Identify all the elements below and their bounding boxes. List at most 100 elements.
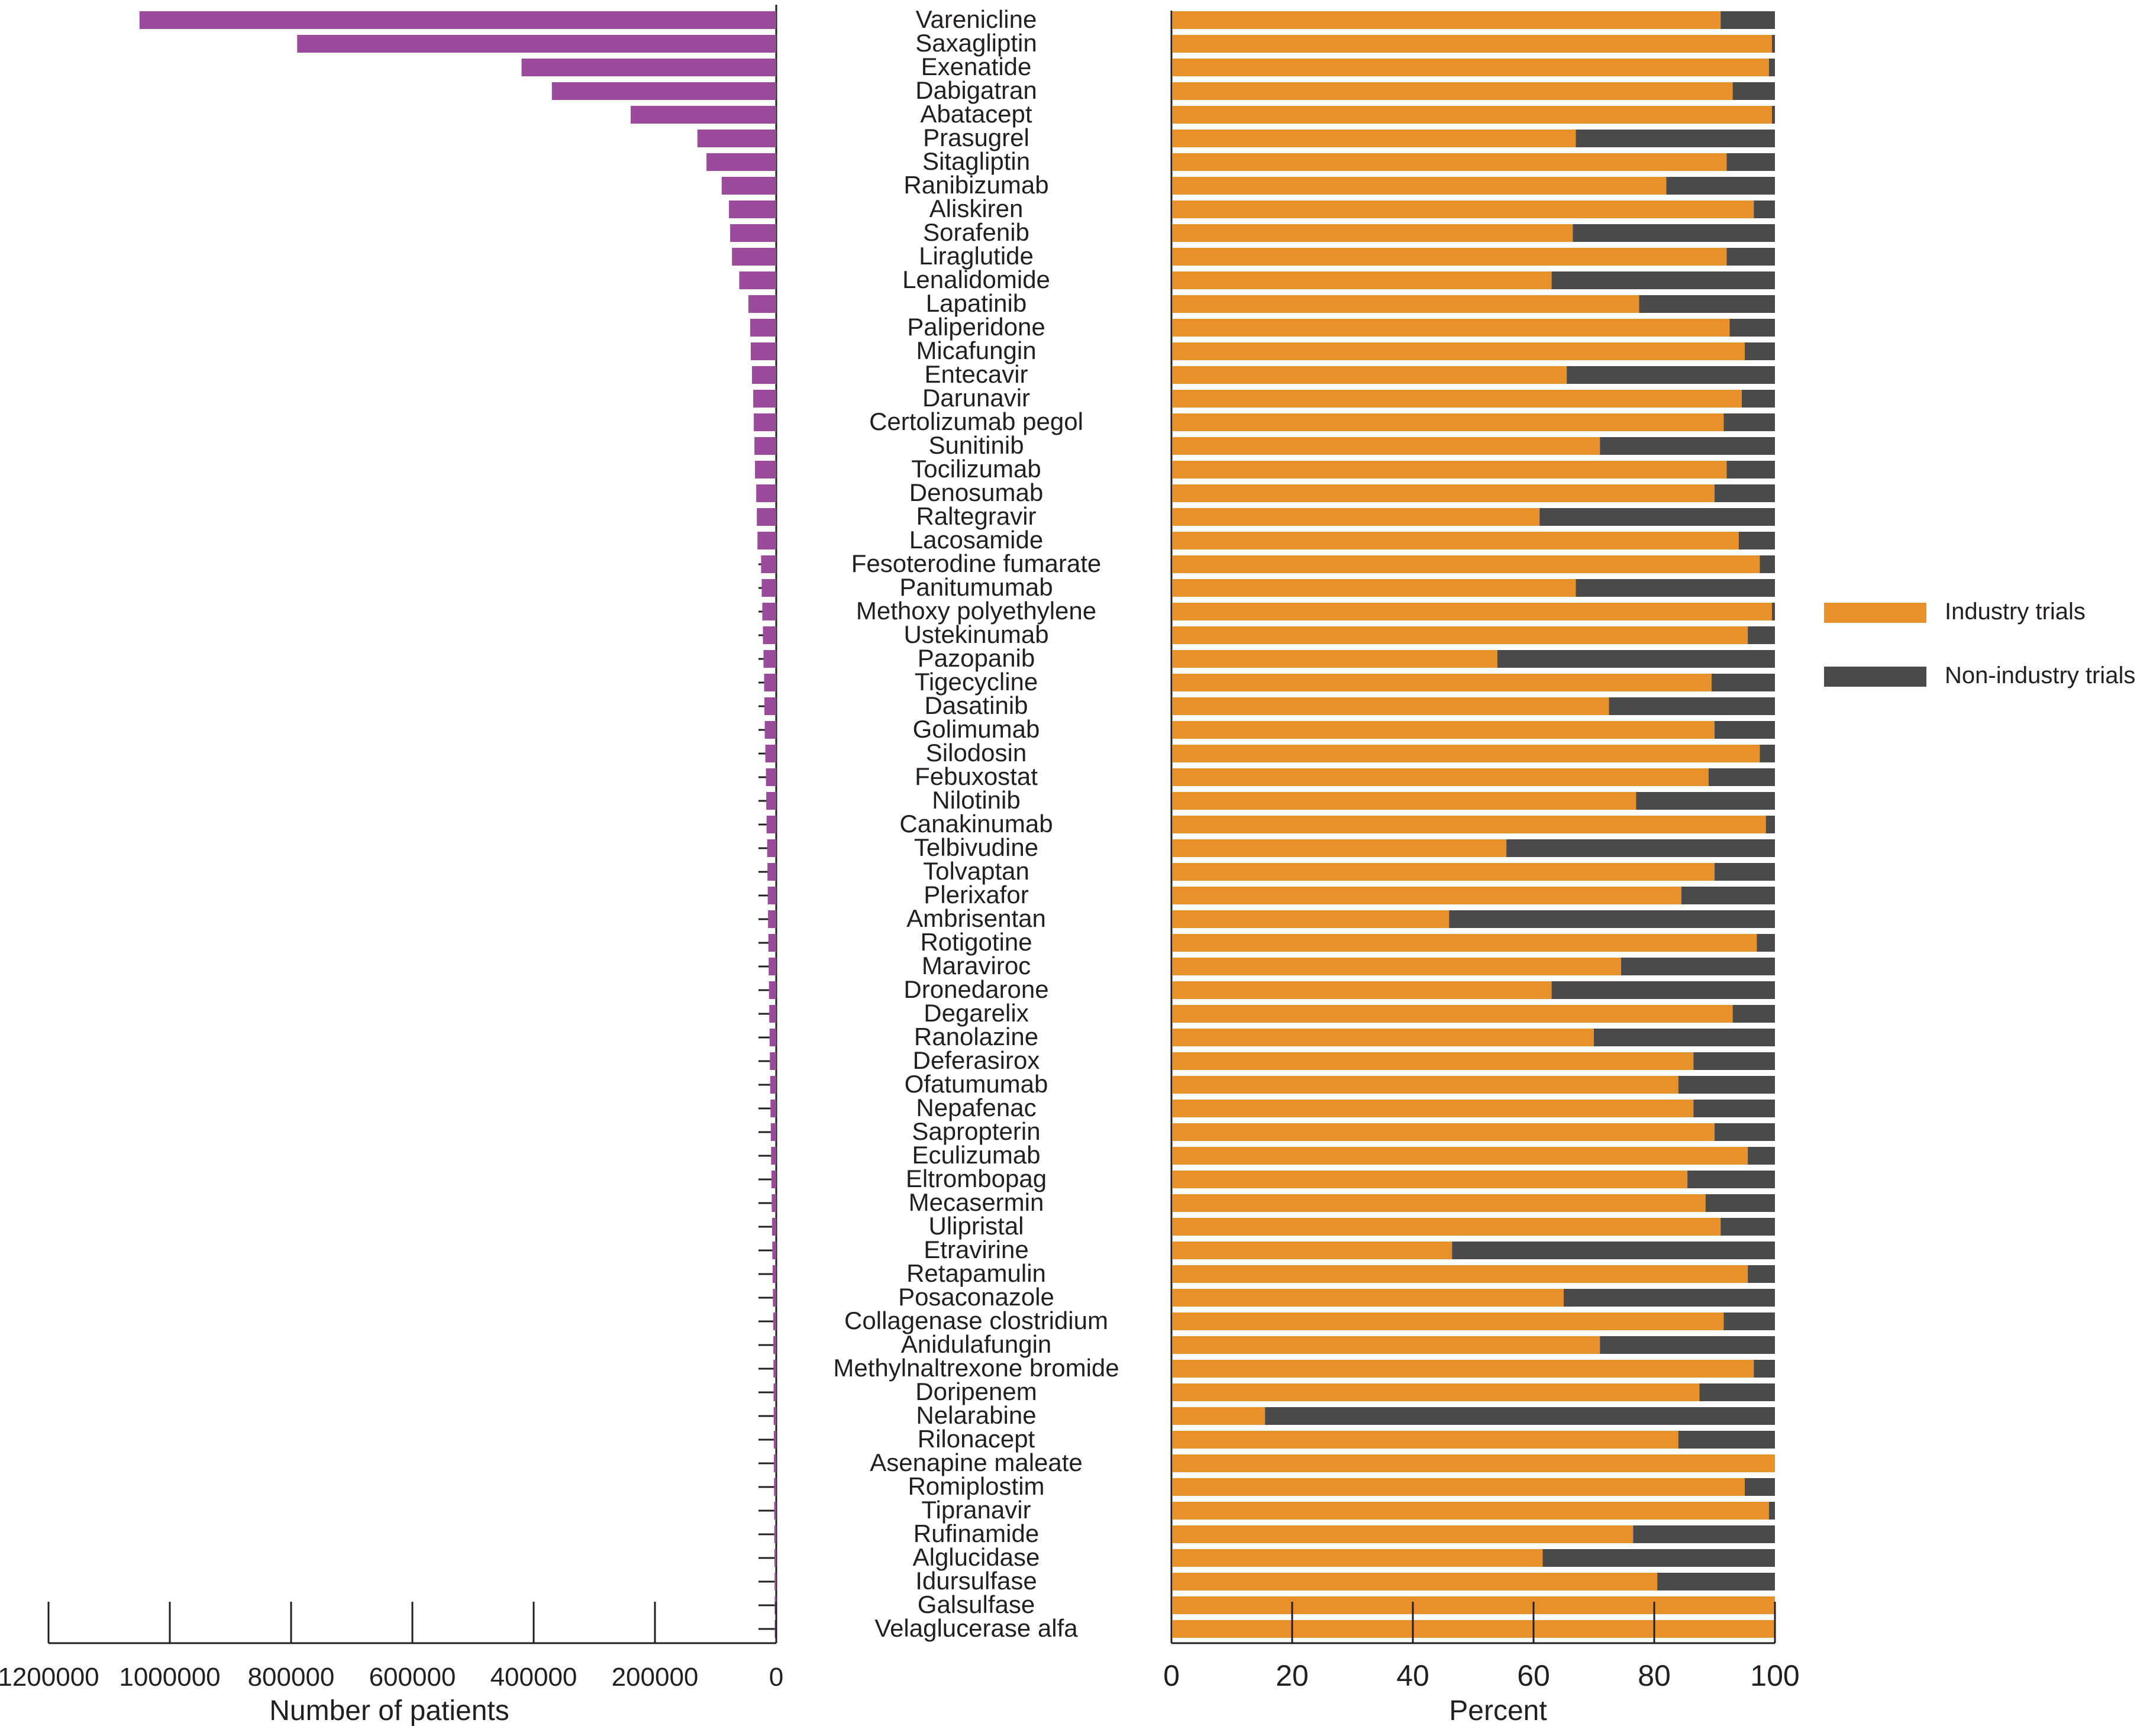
non-industry-bar-segment [1609, 697, 1775, 715]
industry-bar-segment [1173, 816, 1766, 833]
patients-bar [772, 1218, 776, 1236]
drug-labels: VareniclineSaxagliptinExenatideDabigatra… [833, 5, 1119, 1642]
industry-bar-segment [1173, 1265, 1748, 1283]
industry-bar-segment [1173, 1029, 1594, 1046]
drug-label: Alglucidase [913, 1543, 1040, 1571]
non-industry-bar-segment [1542, 1549, 1775, 1567]
patients-bar [757, 508, 776, 526]
industry-bar-segment [1173, 1147, 1748, 1165]
drug-label: Posaconazole [898, 1283, 1054, 1311]
drug-label: Collagenase clostridium [844, 1307, 1108, 1334]
non-industry-bar-segment [1693, 1100, 1775, 1117]
non-industry-bar-segment [1600, 1336, 1775, 1354]
industry-bar-segment [1173, 650, 1497, 668]
patients-bar [706, 153, 776, 171]
non-industry-bar-segment [1771, 603, 1775, 620]
industry-bar-segment [1173, 863, 1715, 881]
non-industry-bar-segment [1760, 555, 1775, 573]
patients-bar-panel: 0 200000 400000 600000 800000 1000000 1200000 N… [0, 5, 783, 1727]
patients-bar [770, 1100, 776, 1117]
patients-bar [766, 792, 776, 810]
left-x-tick-label: 400000 [490, 1663, 577, 1692]
patients-bar [766, 816, 776, 833]
industry-bar-segment [1173, 934, 1757, 952]
drug-label: Liraglutide [919, 242, 1034, 270]
industry-bar-segment [1173, 555, 1760, 573]
non-industry-bar-segment [1760, 745, 1775, 762]
non-industry-bar-segment [1506, 839, 1775, 857]
industry-bar-segment [1173, 579, 1576, 597]
patients-bar [763, 650, 776, 668]
industry-bar-segment [1173, 1360, 1754, 1378]
drug-label: Velaglucerase alfa [874, 1614, 1078, 1642]
drug-label: Nilotinib [932, 786, 1020, 814]
patients-bar [752, 366, 776, 384]
non-industry-bar-segment [1687, 1171, 1775, 1188]
drug-label: Golimumab [913, 715, 1040, 743]
non-industry-bar-segment [1768, 1502, 1775, 1520]
drug-label: Micafungin [916, 337, 1036, 364]
drug-label: Plerixafor [924, 881, 1028, 909]
patients-bar [697, 130, 776, 147]
industry-bar-segment [1173, 35, 1772, 53]
industry-bar-segment [1173, 1242, 1452, 1259]
patients-bar [739, 271, 776, 289]
patients-bar [773, 1336, 776, 1354]
non-industry-bar-segment [1551, 271, 1775, 289]
patients-bar [764, 721, 776, 739]
industry-bar-segment [1173, 1502, 1769, 1520]
drug-label: Maraviroc [922, 952, 1031, 979]
right-x-tick-label: 0 [1163, 1659, 1180, 1692]
non-industry-bar-segment [1708, 768, 1775, 786]
patients-bar [753, 390, 776, 408]
industry-bar-segment [1173, 603, 1772, 620]
non-industry-bar-segment [1693, 1052, 1775, 1070]
drug-label: Dabigatran [915, 76, 1037, 104]
drug-label: Sunitinib [928, 431, 1024, 459]
right-x-tick-label: 20 [1276, 1659, 1309, 1692]
patients-bar [769, 958, 776, 975]
drug-label: Ofatumumab [905, 1070, 1048, 1098]
industry-bar-segment [1173, 366, 1567, 384]
left-x-tick-label: 800000 [248, 1663, 335, 1692]
drug-label: Paliperidone [907, 313, 1045, 341]
patients-bar [732, 248, 776, 266]
non-industry-bar-segment [1657, 1573, 1775, 1590]
drug-label: Deferasirox [913, 1046, 1040, 1074]
non-industry-bar-segment [1678, 1076, 1775, 1094]
industry-bar-segment [1173, 1123, 1715, 1141]
drug-label: Panitumumab [899, 573, 1053, 601]
industry-bar-segment [1173, 1289, 1564, 1307]
drug-label: Anidulafungin [901, 1330, 1052, 1358]
non-industry-bar-segment [1745, 1478, 1775, 1496]
drug-label: Exenatide [921, 53, 1032, 80]
industry-bar-segment [1173, 532, 1739, 549]
industry-bar-segment [1173, 177, 1667, 195]
patients-bar [730, 224, 776, 242]
legend: Industry trials Non-industry trials [1824, 599, 2135, 688]
non-industry-bar-segment [1754, 1360, 1775, 1378]
non-industry-bar-segment [1699, 1383, 1775, 1401]
non-industry-bar-segment [1741, 390, 1775, 408]
drug-label: Retapamulin [906, 1259, 1046, 1287]
patients-bar [768, 910, 776, 928]
non-industry-bar-segment [1732, 82, 1775, 100]
drug-label: Denosumab [909, 479, 1043, 506]
industry-bar-segment [1173, 1431, 1678, 1449]
drug-label: Sitagliptin [922, 147, 1030, 175]
patients-bar [755, 461, 776, 479]
non-industry-bar-segment [1452, 1242, 1775, 1259]
non-industry-bar-segment [1678, 1431, 1775, 1449]
industry-bar-segment [1173, 11, 1721, 29]
industry-bar-segment [1173, 1194, 1706, 1212]
industry-bar-segment [1173, 887, 1681, 904]
left-x-axis-title: Number of patients [269, 1695, 509, 1727]
non-industry-bar-segment [1600, 437, 1775, 455]
industry-bar-segment [1173, 1383, 1700, 1401]
industry-bar-segment [1173, 1549, 1543, 1567]
non-industry-bar-segment [1771, 35, 1775, 53]
patients-bar [774, 1525, 776, 1543]
non-industry-bar-segment [1681, 887, 1775, 904]
non-industry-bar-segment [1567, 366, 1775, 384]
drug-label: Eltrombopag [906, 1165, 1047, 1192]
